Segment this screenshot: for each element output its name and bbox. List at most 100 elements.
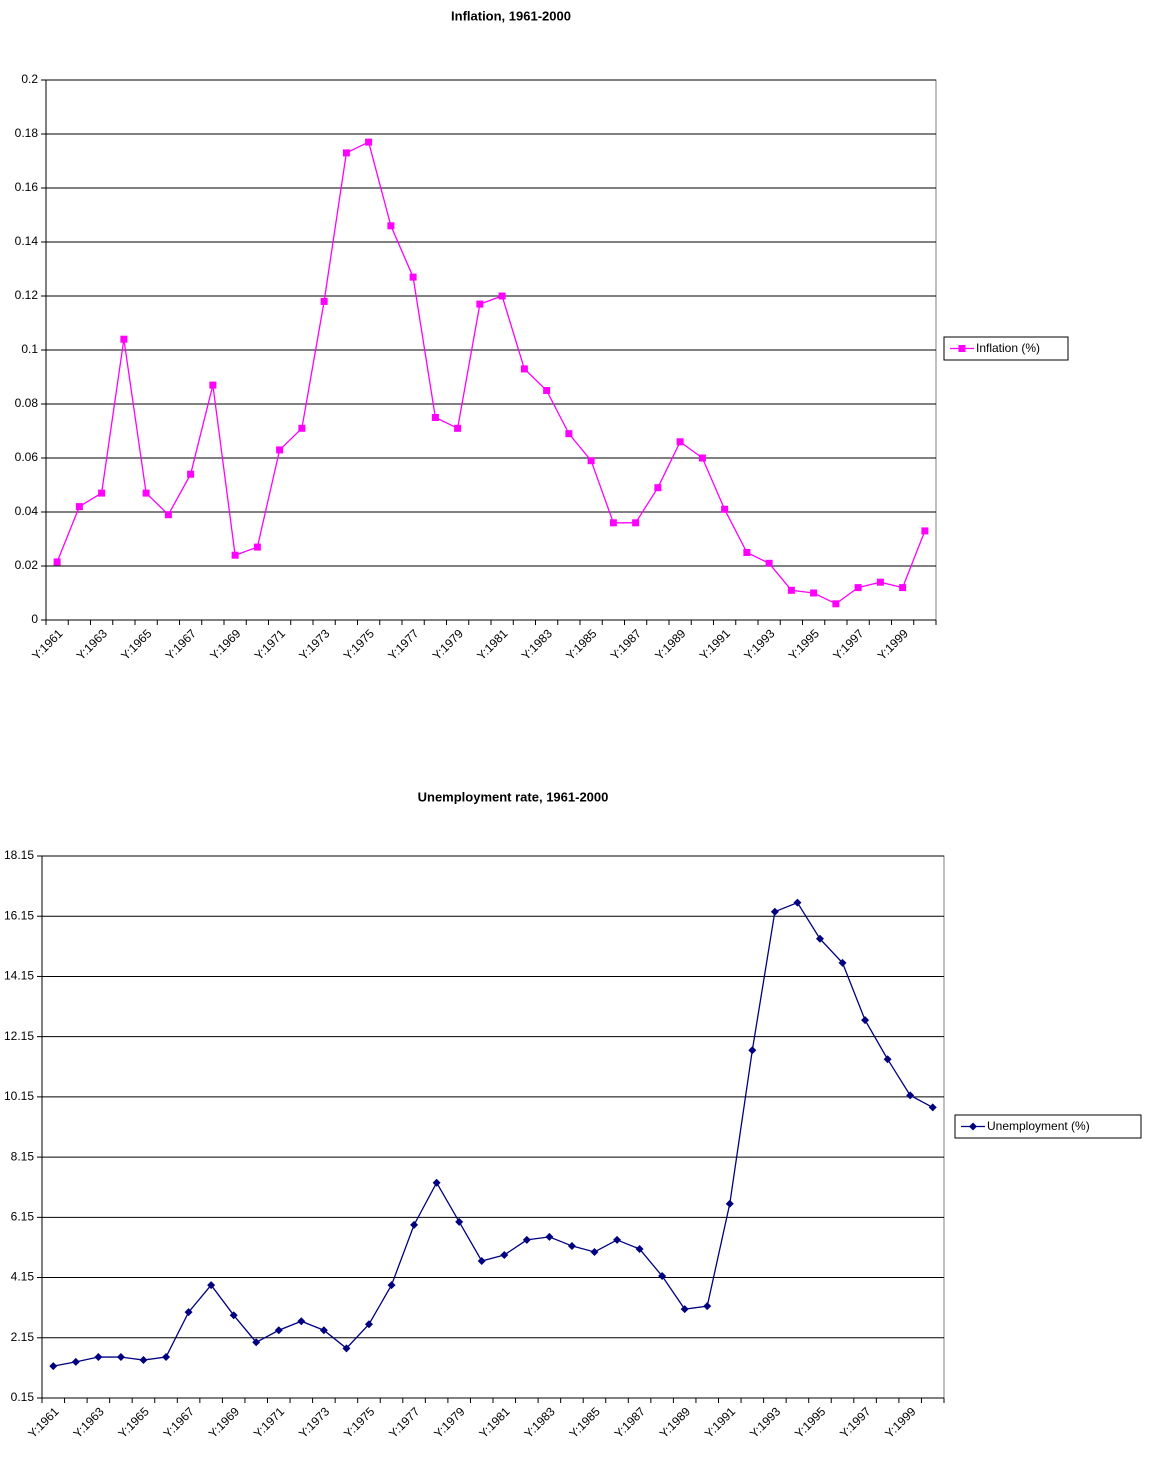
marker [253, 543, 261, 551]
marker [854, 584, 862, 592]
marker [698, 454, 706, 462]
marker [676, 438, 684, 446]
x-tick-label: Y:1997 [830, 626, 867, 663]
marker [838, 958, 847, 967]
legend-label: Inflation (%) [976, 341, 1040, 355]
marker [635, 1244, 644, 1253]
x-tick-label: Y:1993 [747, 1404, 784, 1441]
marker [276, 446, 284, 454]
x-tick-label: Y:1981 [474, 626, 511, 663]
marker [721, 505, 729, 513]
x-tick-label: Y:1961 [25, 1404, 62, 1441]
marker [387, 1281, 396, 1290]
x-tick-label: Y:1973 [296, 1404, 333, 1441]
legend-box [954, 1114, 1142, 1139]
marker [364, 1320, 373, 1329]
x-tick-label: Y:1971 [252, 626, 289, 663]
x-tick-label: Y:1967 [161, 1404, 198, 1441]
y-tick-label: 8.15 [11, 1149, 35, 1163]
marker [899, 584, 907, 592]
marker [793, 898, 802, 907]
marker [565, 430, 573, 438]
x-tick-label: Y:1987 [608, 626, 645, 663]
y-tick-label: 0.15 [11, 1390, 35, 1404]
x-tick-label: Y:1961 [29, 626, 66, 663]
x-tick-label: Y:1979 [431, 1404, 468, 1441]
marker [387, 222, 395, 230]
x-tick-label: Y:1985 [567, 1404, 604, 1441]
x-tick-label: Y:1995 [786, 626, 823, 663]
marker [725, 1199, 734, 1208]
series-line [56, 141, 926, 605]
legend-marker [969, 1122, 977, 1131]
marker [139, 1356, 148, 1365]
legend-marker [958, 345, 966, 352]
x-tick-label: Y:1985 [563, 626, 600, 663]
marker [658, 1272, 667, 1281]
marker [587, 457, 595, 465]
y-tick-label: 0.06 [15, 450, 39, 464]
marker [832, 600, 840, 608]
marker [342, 149, 350, 157]
marker [476, 300, 484, 308]
x-tick-label: Y:1979 [430, 626, 467, 663]
marker [477, 1256, 486, 1265]
y-tick-label: 6.15 [11, 1210, 35, 1224]
legend-box [943, 336, 1069, 361]
chart-title: Unemployment rate, 1961-2000 [418, 789, 609, 804]
marker [431, 414, 439, 421]
marker [810, 589, 818, 597]
x-tick-label: Y:1973 [296, 626, 333, 663]
x-tick-label: Y:1971 [251, 1404, 288, 1441]
y-tick-label: 0.08 [15, 396, 39, 410]
chart: Inflation, 1961-2000 0 0.02 0.04 0.06 0.08 0.1… [15, 8, 1069, 663]
x-tick-label: Y:1969 [207, 626, 244, 663]
x-tick-label: Y:1975 [341, 1404, 378, 1441]
x-tick-label: Y:1997 [837, 1404, 874, 1441]
x-tick-label: Y:1963 [70, 1404, 107, 1441]
marker [743, 549, 751, 556]
y-tick-label: 0.12 [15, 288, 39, 302]
marker [120, 335, 128, 343]
marker [876, 578, 884, 586]
marker [500, 1250, 509, 1259]
x-tick-label: Y:1991 [697, 626, 734, 663]
marker [71, 1357, 80, 1366]
series-line [53, 901, 934, 1367]
y-tick-label: 0.16 [15, 180, 39, 194]
marker [184, 1308, 193, 1317]
marker [209, 381, 217, 389]
y-tick-label: 12.15 [4, 1029, 34, 1043]
legend-label: Unemployment (%) [987, 1119, 1090, 1133]
marker [49, 1362, 58, 1371]
marker [53, 558, 61, 566]
marker [454, 424, 462, 432]
marker [590, 1247, 599, 1256]
x-tick-label: Y:1965 [118, 626, 155, 663]
marker [787, 586, 795, 594]
x-tick-label: Y:1965 [116, 1404, 153, 1441]
plot-area [41, 855, 945, 1399]
x-tick-label: Y:1975 [341, 626, 378, 663]
marker [274, 1326, 283, 1335]
marker [231, 551, 239, 559]
marker [921, 527, 929, 535]
chart-title: Inflation, 1961-2000 [451, 8, 571, 23]
marker [252, 1338, 261, 1347]
x-tick-label: Y:1989 [652, 626, 689, 663]
marker [883, 1055, 892, 1064]
marker [142, 489, 150, 497]
marker [765, 559, 773, 567]
marker [703, 1302, 712, 1311]
chart: Unemployment rate, 1961-2000 0.15 2.15 4.15… [4, 789, 1142, 1441]
marker [207, 1281, 216, 1290]
y-tick-label: 0.2 [21, 72, 38, 86]
marker [75, 503, 83, 511]
x-tick-label: Y:1977 [385, 626, 422, 663]
marker [297, 1317, 306, 1326]
marker [410, 1220, 419, 1229]
x-tick-label: Y:1999 [875, 626, 912, 663]
x-tick-label: Y:1977 [386, 1404, 423, 1441]
marker [861, 1016, 870, 1025]
y-tick-label: 18.15 [4, 848, 34, 862]
